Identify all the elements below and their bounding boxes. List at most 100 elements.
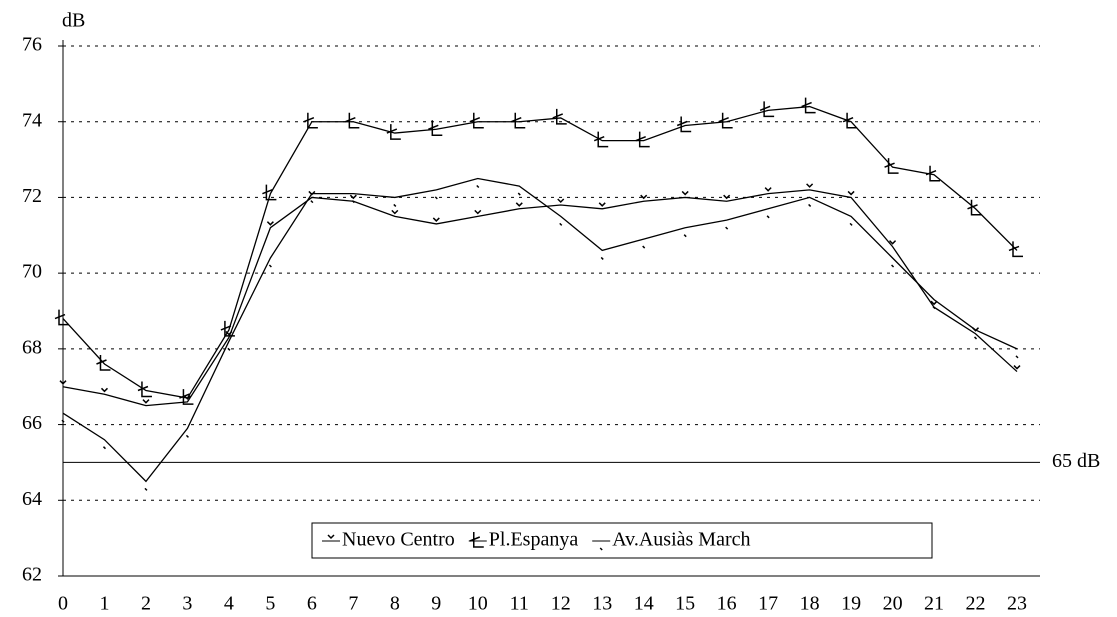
series-marker (476, 184, 480, 189)
series-marker (681, 190, 689, 196)
series-marker (100, 387, 109, 393)
series-marker (889, 240, 897, 245)
series-marker (635, 131, 650, 148)
series-marker (552, 108, 567, 125)
series-marker (96, 355, 111, 371)
y-tick-label: 68 (22, 336, 42, 358)
x-tick-label: 9 (431, 593, 441, 615)
y-tick-label: 62 (22, 564, 42, 586)
series-line (62, 177, 1018, 483)
series-marker (842, 112, 858, 129)
series-marker (676, 116, 692, 133)
legend-marker (469, 532, 484, 548)
series-marker (144, 487, 148, 491)
legend-marker (327, 534, 335, 540)
x-tick-label: 18 (800, 593, 820, 615)
series-marker (137, 381, 152, 398)
series-marker (434, 196, 438, 200)
series-marker (642, 245, 646, 249)
series-marker (593, 131, 609, 148)
series-marker (391, 209, 399, 215)
series-marker (967, 199, 982, 216)
x-tick-label: 23 (1007, 593, 1027, 615)
series-marker (759, 101, 775, 118)
x-tick-label: 7 (348, 593, 358, 615)
x-tick-label: 11 (510, 593, 529, 615)
series-marker (1008, 241, 1023, 258)
series-marker (517, 192, 521, 196)
series-marker (557, 198, 565, 204)
legend-label: Pl.Espanya (489, 529, 579, 551)
series-marker (973, 336, 978, 340)
x-tick-label: 6 (307, 593, 317, 615)
x-tick-label: 3 (182, 593, 192, 615)
series-line (62, 189, 1018, 407)
y-tick-label: 66 (22, 412, 42, 434)
series-marker (559, 222, 563, 226)
y-tick-label: 72 (22, 185, 42, 207)
series-marker (262, 184, 277, 201)
series-marker (849, 222, 853, 226)
y-tick-label: 76 (22, 34, 42, 56)
series-marker (102, 446, 107, 450)
x-tick-label: 15 (675, 593, 695, 615)
series-marker (183, 395, 191, 400)
series-marker (598, 202, 606, 207)
legend-label: Av.Ausiàs March (612, 529, 750, 551)
series-marker (847, 190, 855, 196)
x-tick-label: 21 (924, 593, 944, 615)
series-marker (600, 256, 604, 260)
series-marker (59, 380, 67, 385)
y-axis-label: dB (62, 10, 85, 32)
x-tick-label: 13 (592, 593, 612, 615)
series-line (62, 105, 1018, 399)
series-marker (474, 209, 482, 215)
series-marker (801, 97, 816, 114)
series-marker (766, 215, 770, 219)
series-marker (61, 419, 65, 423)
series-marker (764, 187, 772, 192)
series-marker (723, 194, 731, 200)
legend-box (311, 522, 933, 559)
series-marker (303, 112, 318, 129)
series-marker (808, 203, 812, 207)
series-marker (142, 399, 150, 404)
series-marker (806, 183, 814, 188)
series-marker (884, 158, 899, 174)
series-marker (725, 226, 729, 230)
y-tick-label: 74 (22, 109, 42, 131)
x-tick-label: 2 (141, 593, 151, 615)
x-tick-label: 22 (966, 593, 986, 615)
reference-label: 65 dB (1052, 450, 1100, 472)
series-marker (891, 264, 895, 268)
series-marker (428, 120, 443, 137)
series-marker (386, 124, 401, 140)
x-tick-label: 8 (390, 593, 400, 615)
legend: Nuevo Centro Pl.Espanya Av.Ausiàs March (311, 522, 933, 559)
x-tick-label: 10 (468, 593, 488, 615)
legend-marker (599, 547, 603, 551)
series-marker (310, 200, 314, 204)
series-marker (349, 194, 357, 200)
x-tick-label: 4 (224, 593, 234, 615)
series-marker (718, 112, 733, 129)
x-tick-label: 17 (758, 593, 778, 615)
y-tick-label: 70 (22, 261, 42, 283)
x-tick-label: 12 (551, 593, 571, 615)
series-marker (393, 203, 397, 207)
x-tick-label: 19 (841, 593, 861, 615)
series-marker (930, 300, 938, 306)
series-marker (925, 165, 941, 182)
x-tick-label: 14 (634, 593, 654, 615)
series-marker (510, 112, 526, 129)
series-marker (179, 389, 194, 405)
x-tick-label: 5 (265, 593, 275, 615)
series-marker (515, 202, 523, 207)
series-marker (266, 221, 274, 226)
series-marker (432, 217, 440, 222)
series-marker (351, 200, 355, 204)
series-marker (932, 306, 936, 310)
series-marker (54, 309, 69, 326)
series-marker (185, 434, 189, 438)
